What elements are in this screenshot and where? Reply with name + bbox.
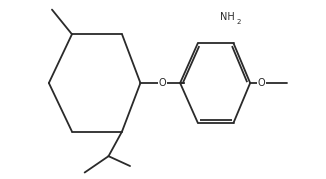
Text: NH: NH	[220, 12, 234, 22]
Text: O: O	[258, 78, 265, 88]
Text: O: O	[158, 78, 166, 88]
Text: 2: 2	[237, 19, 241, 25]
